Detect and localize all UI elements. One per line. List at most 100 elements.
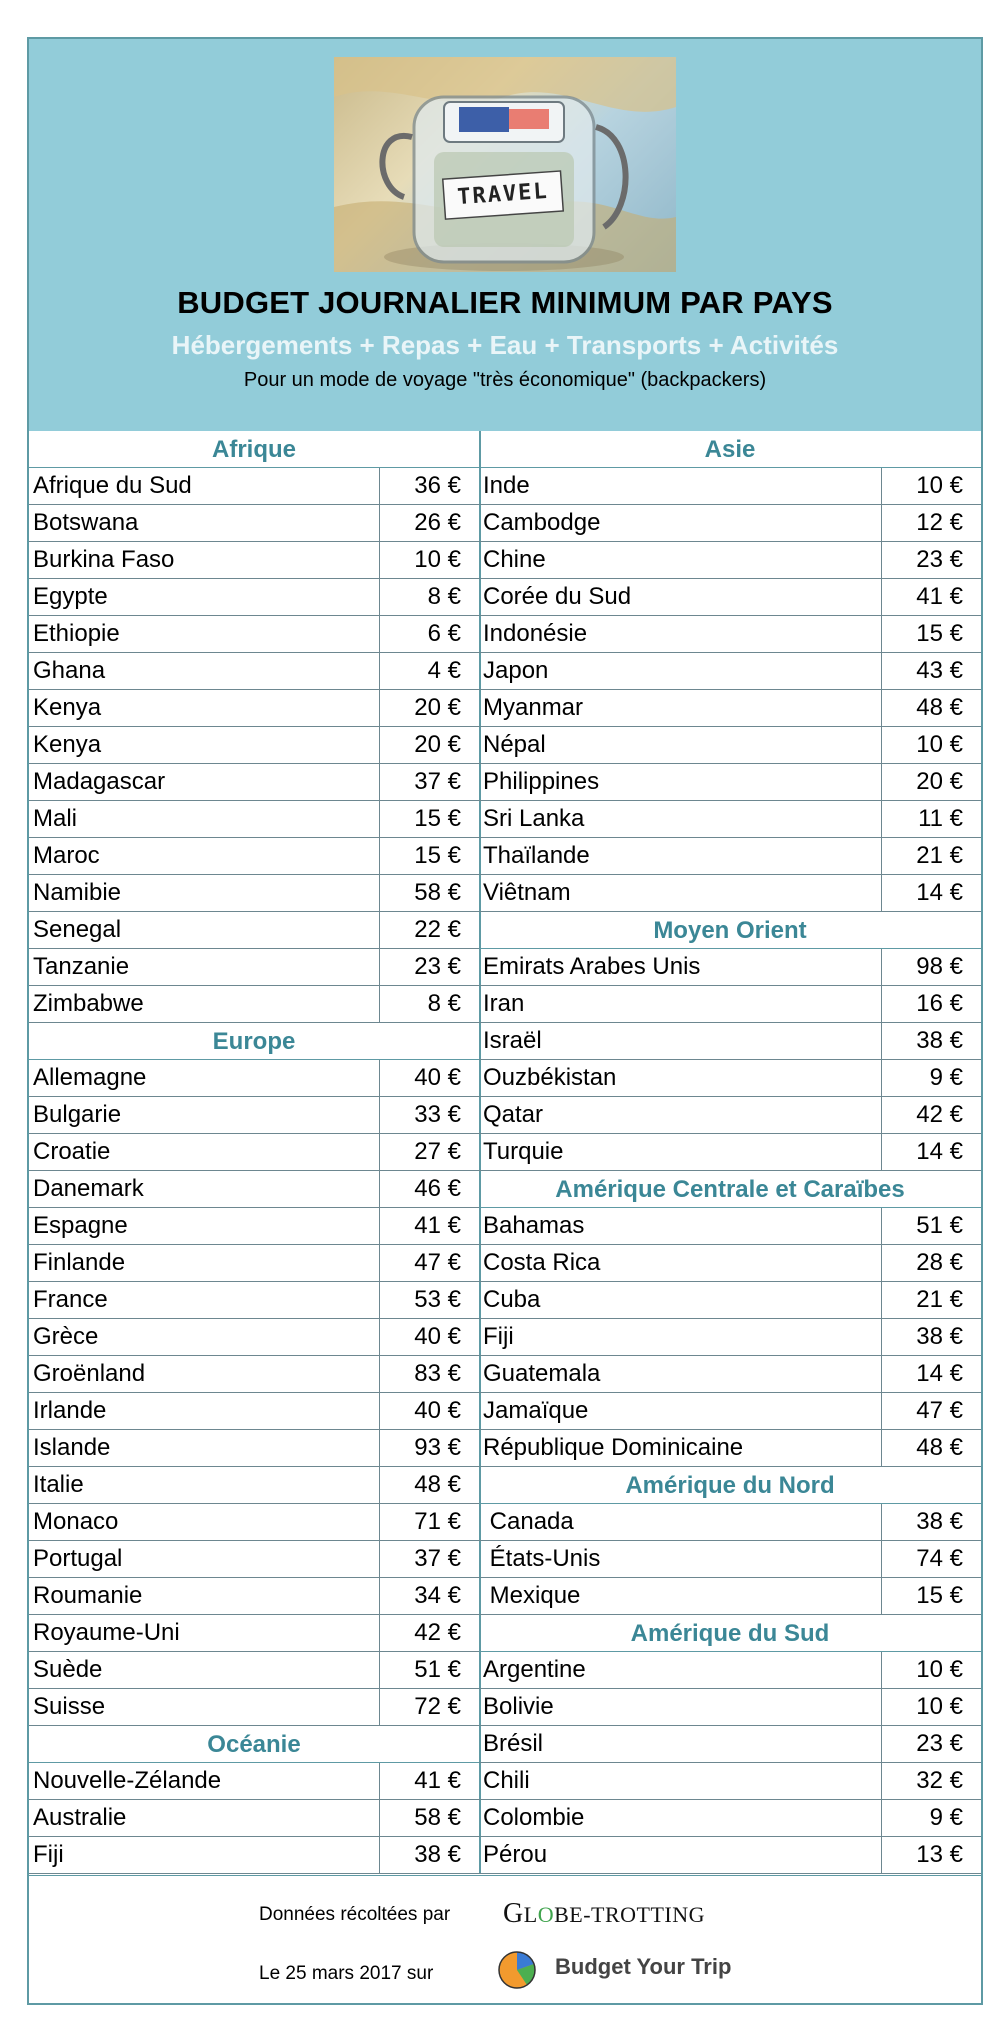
section-header: Afrique <box>29 431 479 468</box>
daily-budget: 38 € <box>881 1023 981 1059</box>
daily-budget: 8 € <box>379 579 479 615</box>
daily-budget: 47 € <box>379 1245 479 1281</box>
table-row: Fiji 38 € <box>479 1319 981 1356</box>
country-name: Groënland <box>33 1360 146 1387</box>
country-name: Mexique <box>483 1582 581 1609</box>
country-name: Portugal <box>33 1545 123 1572</box>
country-name: Philippines <box>483 768 600 795</box>
daily-budget: 51 € <box>379 1652 479 1688</box>
daily-budget: 43 € <box>881 653 981 689</box>
daily-budget: 36 € <box>379 468 479 504</box>
table-row: Corée du Sud 41 € <box>479 579 981 616</box>
daily-budget: 72 € <box>379 1689 479 1725</box>
country-name: Guatemala <box>483 1360 601 1387</box>
country-name: Ouzbékistan <box>483 1064 617 1091</box>
country-name: France <box>33 1286 108 1313</box>
table-row: Suisse 72 € <box>29 1689 479 1726</box>
table-row: Myanmar 48 € <box>479 690 981 727</box>
daily-budget: 34 € <box>379 1578 479 1614</box>
table-row: Sri Lanka 11 € <box>479 801 981 838</box>
daily-budget: 41 € <box>881 579 981 615</box>
country-name: Brésil <box>483 1730 544 1757</box>
country-name: Nouvelle-Zélande <box>33 1767 222 1794</box>
country-name: Cambodge <box>483 509 601 536</box>
daily-budget: 10 € <box>881 1652 981 1688</box>
country-name: Canada <box>483 1508 574 1535</box>
table-row: Philippines 20 € <box>479 764 981 801</box>
country-name: Maroc <box>33 842 100 869</box>
daily-budget: 38 € <box>379 1837 479 1873</box>
table-row: Maroc 15 € <box>29 838 479 875</box>
table-row: Senegal 22 € <box>29 912 479 949</box>
daily-budget: 26 € <box>379 505 479 541</box>
table-row: Bahamas 51 € <box>479 1208 981 1245</box>
country-name: Népal <box>483 731 546 758</box>
country-name: Bulgarie <box>33 1101 122 1128</box>
daily-budget: 51 € <box>881 1208 981 1244</box>
table-row: Royaume-Uni 42 € <box>29 1615 479 1652</box>
daily-budget: 32 € <box>881 1763 981 1799</box>
daily-budget: 10 € <box>379 542 479 578</box>
daily-budget: 23 € <box>881 1726 981 1762</box>
daily-budget: 15 € <box>379 801 479 837</box>
daily-budget: 22 € <box>379 912 479 948</box>
country-name: Allemagne <box>33 1064 147 1091</box>
table-row: Roumanie 34 € <box>29 1578 479 1615</box>
daily-budget: 4 € <box>379 653 479 689</box>
left-column: Afrique Afrique du Sud 36 € Botswana 26 € Bur… <box>29 431 481 1874</box>
table-row: Thaïlande 21 € <box>479 838 981 875</box>
table-row: Burkina Faso 10 € <box>29 542 479 579</box>
country-name: Bahamas <box>483 1212 585 1239</box>
budget-your-trip-logo-icon <box>498 1951 536 1989</box>
table-row: Danemark 46 € <box>29 1171 479 1208</box>
country-name: Chili <box>483 1767 530 1794</box>
page-subtitle: Hébergements + Repas + Eau + Transports … <box>171 330 839 360</box>
daily-budget: 23 € <box>379 949 479 985</box>
table-row: Canada 38 € <box>479 1504 981 1541</box>
country-name: Israël <box>483 1027 542 1054</box>
country-name: Irlande <box>33 1397 107 1424</box>
daily-budget: 42 € <box>379 1615 479 1651</box>
country-name: République Dominicaine <box>483 1434 744 1461</box>
table-row: Ouzbékistan 9 € <box>479 1060 981 1097</box>
table-row: Australie 58 € <box>29 1800 479 1837</box>
country-name: Croatie <box>33 1138 111 1165</box>
jar-illustration-icon <box>334 57 676 272</box>
country-name: Australie <box>33 1804 127 1831</box>
daily-budget: 40 € <box>379 1393 479 1429</box>
country-name: Sri Lanka <box>483 805 585 832</box>
daily-budget: 33 € <box>379 1097 479 1133</box>
daily-budget: 48 € <box>881 1430 981 1466</box>
footer: Données récoltées par GLOBE-TROTTING Le … <box>29 1875 981 2004</box>
table-row: Japon 43 € <box>479 653 981 690</box>
table-row: Iran 16 € <box>479 986 981 1023</box>
table-row: Italie 48 € <box>29 1467 479 1504</box>
daily-budget: 21 € <box>881 838 981 874</box>
table-row: République Dominicaine 48 € <box>479 1430 981 1467</box>
table-row: Bolivie 10 € <box>479 1689 981 1726</box>
table-row: Zimbabwe 8 € <box>29 986 479 1023</box>
country-name: Corée du Sud <box>483 583 632 610</box>
country-name: Suisse <box>33 1693 106 1720</box>
country-name: Suède <box>33 1656 103 1683</box>
table-row: Egypte 8 € <box>29 579 479 616</box>
table-row: Turquie 14 € <box>479 1134 981 1171</box>
table-row: Monaco 71 € <box>29 1504 479 1541</box>
daily-budget: 14 € <box>881 875 981 911</box>
country-name: Zimbabwe <box>33 990 144 1017</box>
country-name: Iran <box>483 990 525 1017</box>
table-row: Portugal 37 € <box>29 1541 479 1578</box>
table-row: Népal 10 € <box>479 727 981 764</box>
country-name: Kenya <box>33 694 102 721</box>
table-row: Fiji 38 € <box>29 1837 479 1874</box>
date-text: Le 25 mars 2017 sur <box>259 1963 434 1984</box>
daily-budget: 14 € <box>881 1134 981 1170</box>
country-name: Thaïlande <box>483 842 590 869</box>
country-name: Islande <box>33 1434 111 1461</box>
table-row: Brésil 23 € <box>479 1726 981 1763</box>
table-row: Suède 51 € <box>29 1652 479 1689</box>
right-column: Asie Inde 10 € Cambodge 12 € Chine 23 € Corée d… <box>479 431 981 1874</box>
daily-budget: 37 € <box>379 764 479 800</box>
daily-budget: 8 € <box>379 986 479 1022</box>
table-row: Groënland 83 € <box>29 1356 479 1393</box>
